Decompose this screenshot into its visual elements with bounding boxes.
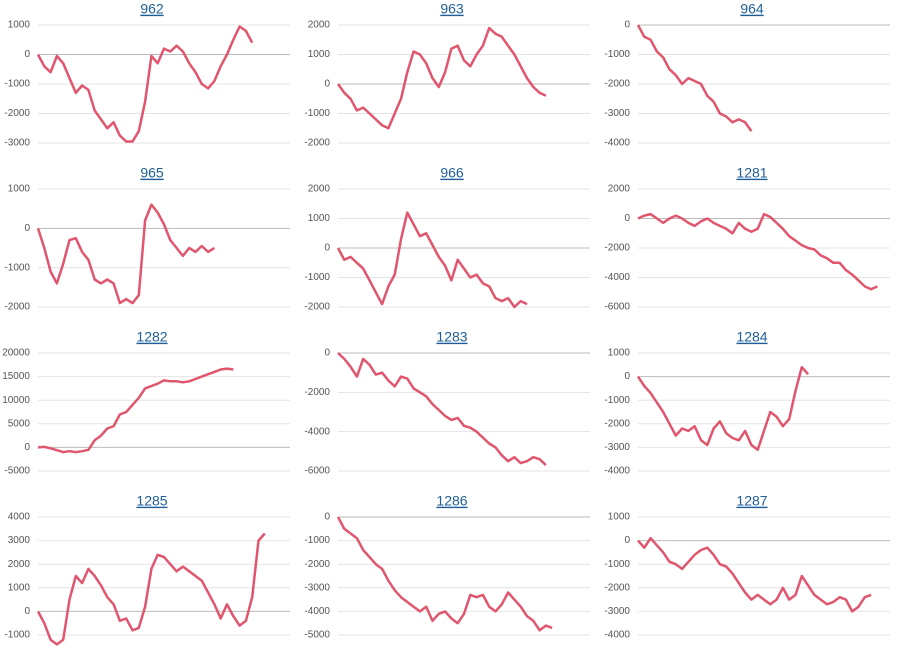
y-tick-label: -1000 [304,108,330,119]
y-tick-label: -2000 [304,559,330,570]
y-tick-label: -1000 [604,49,630,60]
y-tick-label: -4000 [304,606,330,617]
line-series [636,365,810,452]
y-tick-label: 0 [624,371,630,382]
chart-title[interactable]: 1283 [436,329,467,345]
chart-title[interactable]: 965 [140,165,164,181]
line-series [337,352,547,467]
y-tick-label: -1000 [304,272,330,283]
y-tick-label: -4000 [604,272,630,283]
chart-title[interactable]: 1284 [736,329,767,345]
y-tick-label: 4000 [8,512,31,523]
y-tick-label: -2000 [304,302,330,313]
y-tick-label: -3000 [604,606,630,617]
y-tick-label: -2000 [604,79,630,90]
y-tick-label: 0 [24,606,30,617]
y-tick-label: -2000 [304,387,330,398]
y-tick-label: 1000 [8,20,31,31]
y-tick-label: -1000 [304,535,330,546]
y-tick-label: 0 [624,535,630,546]
y-tick-label: 0 [624,20,630,31]
y-tick-label: -6000 [304,466,330,477]
y-tick-label: 2000 [608,184,631,195]
line-series [336,26,547,130]
line-series [637,212,878,291]
y-tick-label: 2000 [308,184,331,195]
y-tick-label: -1000 [4,79,30,90]
y-tick-label: -2000 [4,302,30,313]
y-tick-label: -3000 [604,442,630,453]
line-series [637,536,872,613]
y-tick-label: -2000 [4,108,30,119]
chart-title[interactable]: 1287 [736,493,767,509]
y-tick-label: 1000 [608,348,631,359]
y-tick-label: 0 [624,213,630,224]
line-series [36,203,216,305]
y-tick-label: -2000 [604,582,630,593]
chart-title[interactable]: 1286 [436,493,467,509]
line-series [336,211,528,309]
y-tick-label: 1000 [308,49,331,60]
y-tick-label: -5000 [4,466,30,477]
chart-title[interactable]: 1285 [136,493,167,509]
y-tick-label: -2000 [604,243,630,254]
y-tick-label: -4000 [304,426,330,437]
y-tick-label: 2000 [8,559,31,570]
y-tick-label: 1000 [308,213,331,224]
y-tick-label: -4000 [604,466,630,477]
chart-title[interactable]: 962 [140,1,164,17]
y-tick-label: 1000 [8,582,31,593]
y-tick-label: -1000 [604,395,630,406]
line-series [37,367,234,454]
y-tick-label: 1000 [608,512,631,523]
y-tick-label: 0 [324,79,330,90]
y-tick-label: -4000 [604,138,630,149]
y-tick-label: 0 [24,49,30,60]
y-tick-label: -4000 [604,630,630,641]
y-tick-label: -1000 [4,630,30,641]
line-series [36,25,254,143]
chart-title[interactable]: 963 [440,1,464,17]
chart-title[interactable]: 1281 [736,165,767,181]
y-tick-label: 20000 [2,348,30,359]
y-tick-label: -3000 [304,582,330,593]
y-tick-label: 0 [24,223,30,234]
y-tick-label: -6000 [604,302,630,313]
y-tick-label: -3000 [4,138,30,149]
chart-title[interactable]: 1282 [136,329,167,345]
y-tick-label: -1000 [4,262,30,273]
y-tick-label: -2000 [604,418,630,429]
y-tick-label: 2000 [308,20,331,31]
line-series [36,532,266,646]
y-tick-label: 1000 [8,184,31,195]
y-tick-label: 5000 [8,418,31,429]
y-tick-label: 10000 [2,395,30,406]
y-tick-label: 0 [324,243,330,254]
y-tick-label: -1000 [604,559,630,570]
y-tick-label: 0 [324,348,330,359]
line-series [636,24,753,132]
y-tick-label: 3000 [8,535,31,546]
y-tick-label: -5000 [304,630,330,641]
y-tick-label: 0 [324,512,330,523]
chart-title[interactable]: 964 [740,1,764,17]
chart-title[interactable]: 966 [440,165,464,181]
line-series [336,516,553,632]
y-tick-label: -2000 [304,138,330,149]
y-tick-label: 15000 [2,371,30,382]
y-tick-label: -3000 [604,108,630,119]
y-tick-label: 0 [24,442,30,453]
